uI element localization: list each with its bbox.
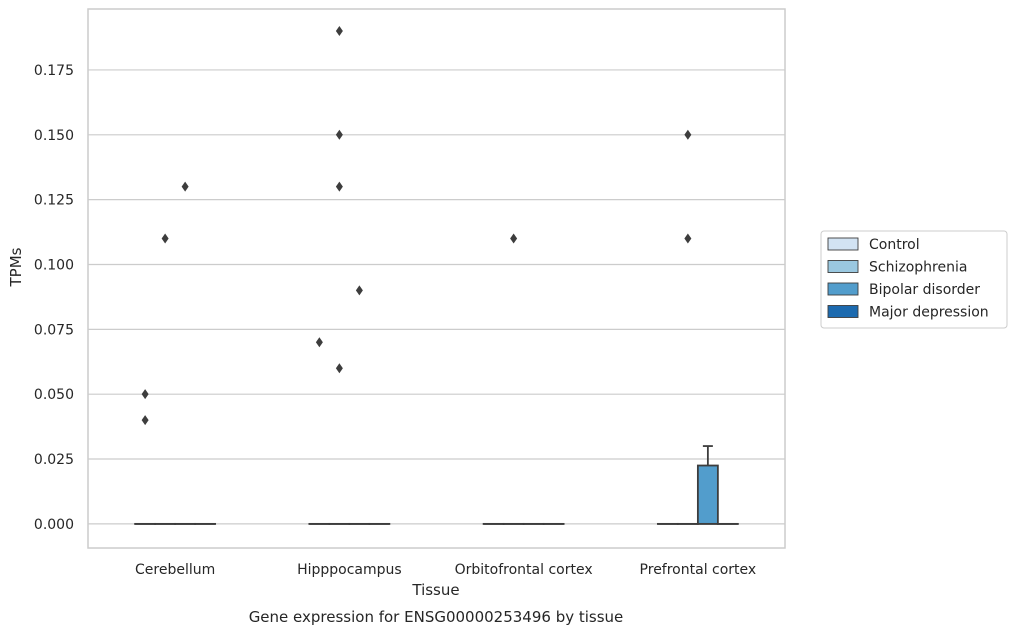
y-tick-label: 0.100 [34,257,74,273]
y-tick-label: 0.125 [34,193,74,209]
y-tick-label: 0.000 [34,517,74,533]
legend-swatch [827,260,859,273]
outlier-point [335,181,343,192]
legend-label: Control [869,237,920,253]
legend: Control Schizophrenia Bipolar disorder Majo… [820,230,1008,329]
chart-caption: Gene expression for ENSG00000253496 by t… [249,608,624,626]
outlier-point [510,233,518,244]
legend-label: Schizophrenia [869,260,967,276]
x-tick-label: Hipppocampus [297,562,402,578]
box-body [696,464,719,525]
outlier-point [355,285,363,296]
outlier-point [141,415,149,426]
gridlines [88,69,785,525]
outlier-point [335,129,343,140]
legend-item: Major depression [827,305,989,321]
x-tick-label: Orbitofrontal cortex [455,562,593,578]
legend-swatch [827,282,859,296]
x-axis-ticks: Cerebellum Hipppocampus Orbitofrontal cort… [135,562,756,578]
y-tick-label: 0.075 [34,322,74,338]
x-tick-label: Prefrontal cortex [640,562,757,578]
legend-label: Bipolar disorder [869,282,980,298]
outlier-point [181,181,189,192]
outliers [141,26,692,426]
boxes [134,445,739,525]
legend-swatch [827,237,859,251]
legend-item: Control [827,237,920,253]
x-axis-label: Tissue [411,581,459,599]
legend-item: Bipolar disorder [827,282,980,298]
y-tick-label: 0.025 [34,452,74,468]
x-tick-label: Cerebellum [135,562,215,578]
outlier-point [684,233,692,244]
box-bipolar-disorder [696,445,719,525]
plot-frame [87,8,786,549]
y-tick-label: 0.175 [34,63,74,79]
outlier-point [335,363,343,374]
y-tick-label: 0.050 [34,387,74,403]
outlier-point [684,129,692,140]
y-axis-label: TPMs [7,247,25,287]
outlier-point [335,26,343,37]
y-tick-label: 0.150 [34,128,74,144]
legend-swatch [827,305,859,318]
legend-item: Schizophrenia [827,260,967,276]
outlier-point [141,389,149,400]
legend-label: Major depression [869,305,989,321]
outlier-point [315,337,323,348]
y-axis-ticks: 0.000 0.025 0.050 0.075 0.100 0.125 0.150 0.175 [34,63,74,533]
legend-frame [820,230,1008,329]
outlier-point [161,233,169,244]
